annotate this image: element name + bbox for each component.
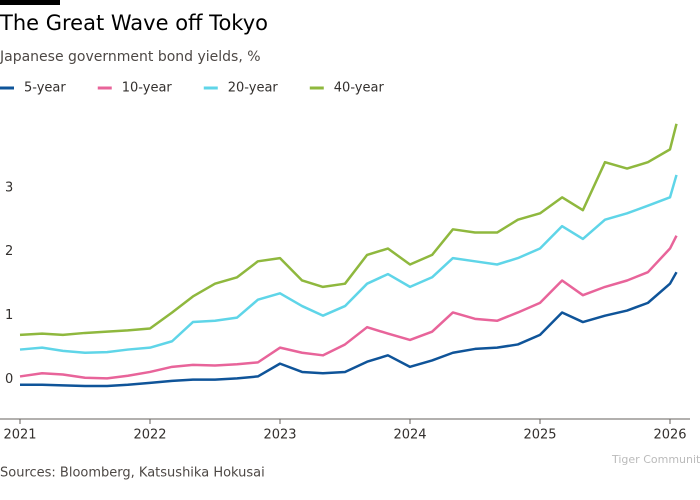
series-line (19, 123, 678, 337)
x-tick-label: 2025 (523, 428, 556, 443)
legend-label: 5-year (24, 81, 66, 96)
x-tick-label: 2021 (3, 428, 36, 443)
legend-label: 10-year (122, 81, 173, 96)
chart-title: The Great Wave off Tokyo (0, 11, 268, 35)
x-tick-label: 2022 (133, 428, 166, 443)
x-tick-label: 2023 (263, 428, 296, 443)
series-line (19, 235, 678, 380)
series-line (20, 271, 678, 388)
y-tick-label: 1 (5, 308, 13, 323)
legend-label: 20-year (228, 81, 279, 96)
series-line (19, 174, 678, 355)
source: Sources: Bloomberg, Katsushika Hokusai (0, 466, 265, 481)
x-tick-label: 2024 (393, 428, 426, 443)
y-tick-label: 0 (5, 372, 13, 387)
brand-bar (0, 0, 60, 5)
chart-subtitle: Japanese government bond yields, % (0, 49, 261, 65)
legend-label: 40-year (334, 81, 385, 96)
watermark: Tiger Community (611, 453, 700, 466)
y-tick-label: 3 (5, 180, 13, 195)
x-tick-label: 2026 (653, 428, 686, 443)
y-tick-label: 2 (5, 244, 13, 259)
